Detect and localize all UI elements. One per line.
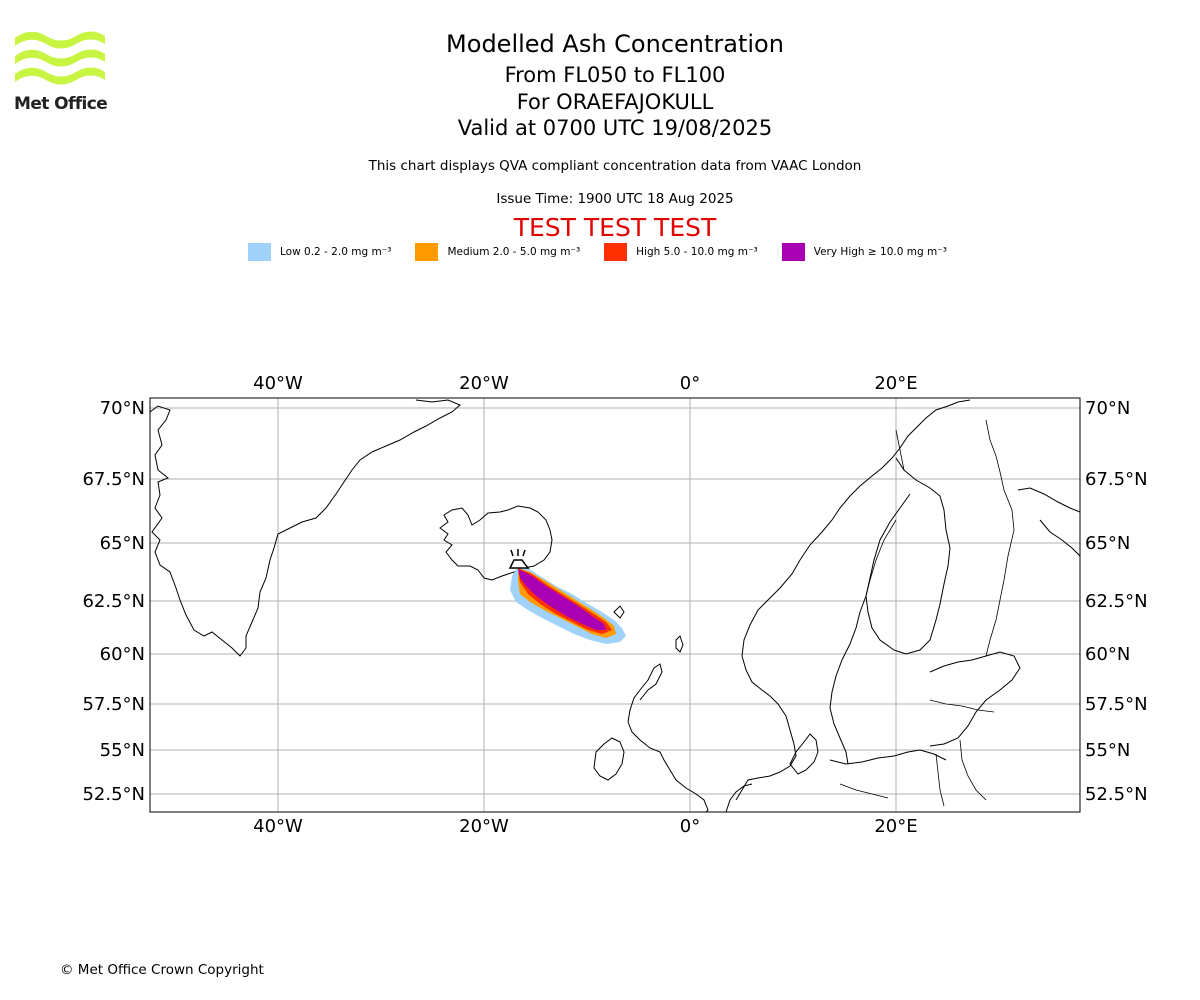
lat-label-right-67-5: 67.5°N [1085, 469, 1148, 490]
coast-finland [865, 457, 951, 655]
lat-label-right-60: 60°N [1085, 644, 1130, 665]
legend-swatch-medium [415, 243, 439, 261]
lat-label-left-70: 70°N [100, 398, 145, 419]
lon-label-top-20e: 20°E [874, 373, 917, 394]
coast-sweden [829, 595, 867, 765]
met-office-logo: Met Office [14, 30, 109, 116]
coast-iceland [439, 505, 553, 581]
legend-label-high: High 5.0 - 10.0 mg m⁻³ [636, 246, 758, 258]
lat-label-left-52-5: 52.5°N [82, 784, 145, 805]
qva-note: This chart displays QVA compliant concen… [368, 158, 862, 174]
logo-wave-3 [15, 67, 105, 85]
volcano-icon [508, 549, 530, 569]
coast-denmark [789, 733, 819, 775]
lat-label-left-60: 60°N [100, 644, 145, 665]
coast-norway [735, 399, 971, 801]
lat-label-right-57-5: 57.5°N [1085, 694, 1148, 715]
chart-title: Modelled Ash Concentration [446, 30, 784, 58]
coast-ireland [593, 737, 625, 781]
legend-item-medium: Medium 2.0 - 5.0 mg m⁻³ [415, 243, 580, 261]
legend-item-high: High 5.0 - 10.0 mg m⁻³ [604, 243, 758, 261]
lon-label-top-0: 0° [680, 373, 700, 394]
lat-label-right-55: 55°N [1085, 740, 1130, 761]
coast-kola [1017, 487, 1080, 513]
coast-shetland [675, 635, 684, 653]
lat-label-left-55: 55°N [100, 740, 145, 761]
coast-benelux [725, 783, 753, 812]
legend-label-medium: Medium 2.0 - 5.0 mg m⁻³ [447, 246, 581, 258]
lat-label-left-57-5: 57.5°N [82, 694, 145, 715]
coast-whitesea [1039, 519, 1080, 557]
lon-label-bottom-0: 0° [680, 816, 700, 837]
ash-plume [510, 566, 626, 644]
coast-faroe [613, 605, 625, 619]
valid-time: Valid at 0700 UTC 19/08/2025 [457, 116, 773, 140]
logo-text: Met Office [14, 94, 107, 112]
coast-baltic [929, 651, 1021, 747]
lat-label-right-65: 65°N [1085, 533, 1130, 554]
lat-label-left-62-5: 62.5°N [82, 591, 145, 612]
legend: Low 0.2 - 2.0 mg m⁻³ Medium 2.0 - 5.0 mg… [248, 243, 971, 261]
lat-label-right-62-5: 62.5°N [1085, 591, 1148, 612]
lon-label-bottom-40w: 40°W [253, 816, 303, 837]
coastlines [150, 399, 1080, 812]
lon-label-top-20w: 20°W [459, 373, 509, 394]
volcano-name: For ORAEFAJOKULL [516, 90, 714, 114]
lon-label-bottom-20e: 20°E [874, 816, 917, 837]
coast-greenland [150, 399, 461, 657]
ash-contour-very-high [518, 569, 606, 630]
coast-britain [627, 663, 709, 812]
legend-item-low: Low 0.2 - 2.0 mg m⁻³ [248, 243, 391, 261]
legend-swatch-low [248, 243, 271, 261]
legend-swatch-high [604, 243, 628, 261]
lat-label-left-67-5: 67.5°N [82, 469, 145, 490]
lat-label-right-70: 70°N [1085, 398, 1130, 419]
legend-label-low: Low 0.2 - 2.0 mg m⁻³ [280, 246, 392, 258]
lat-label-left-65: 65°N [100, 533, 145, 554]
lon-label-bottom-20w: 20°W [459, 816, 509, 837]
map-frame [149, 397, 1081, 813]
test-banner: TEST TEST TEST [513, 213, 717, 242]
legend-swatch-very-high [781, 243, 805, 261]
lat-label-right-52-5: 52.5°N [1085, 784, 1148, 805]
gridlines [150, 398, 1080, 812]
lon-label-top-40w: 40°W [253, 373, 303, 394]
coast-germany [829, 749, 947, 765]
flight-levels: From FL050 to FL100 [504, 63, 726, 87]
issue-time: Issue Time: 1900 UTC 18 Aug 2025 [496, 191, 734, 207]
logo-wave-2 [15, 49, 105, 67]
legend-label-very-high: Very High ≥ 10.0 mg m⁻³ [813, 246, 947, 258]
legend-item-very-high: Very High ≥ 10.0 mg m⁻³ [781, 243, 947, 261]
country-borders [839, 419, 1015, 807]
logo-wave-1 [15, 31, 105, 49]
copyright: © Met Office Crown Copyright [60, 962, 264, 978]
